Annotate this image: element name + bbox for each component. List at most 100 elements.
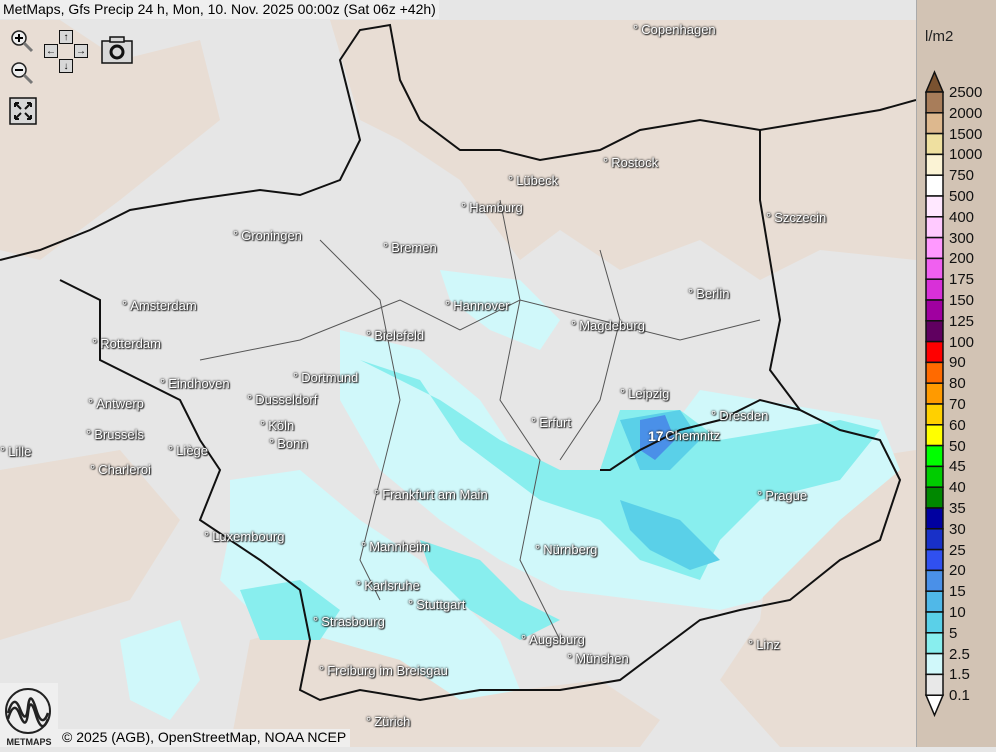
city-label: Leipzig xyxy=(620,386,669,401)
city-label: Antwerp xyxy=(88,396,144,411)
city-label: Freiburg im Breisgau xyxy=(319,663,448,678)
pan-down-button[interactable]: ↓ xyxy=(59,59,73,73)
city-label: Groningen xyxy=(233,228,302,243)
legend-label: 10 xyxy=(949,604,966,621)
legend-swatch xyxy=(925,174,944,197)
city-label: Stuttgart xyxy=(408,597,465,612)
legend-swatch xyxy=(925,507,944,530)
legend-label: 60 xyxy=(949,416,966,434)
city-label: Bielefeld xyxy=(366,328,424,343)
legend-label: 35 xyxy=(949,500,966,517)
city-label: Dusseldorf xyxy=(247,392,317,407)
camera-icon[interactable] xyxy=(101,36,133,64)
legend-swatch xyxy=(925,153,944,176)
legend-label: 150 xyxy=(949,292,975,309)
region-borders xyxy=(199,199,761,641)
legend-swatch xyxy=(925,382,944,405)
legend-swatch xyxy=(925,590,944,613)
legend-unit: l/m2 xyxy=(925,28,954,45)
legend-swatch xyxy=(925,91,944,114)
legend-swatch xyxy=(925,278,944,301)
city-label: Rotterdam xyxy=(92,336,161,351)
legend-swatch xyxy=(925,299,944,322)
legend-label: 500 xyxy=(949,188,975,205)
legend-swatch xyxy=(925,548,944,572)
legend-swatch xyxy=(925,465,944,488)
legend-swatch xyxy=(925,257,944,280)
pan-right-button[interactable]: → xyxy=(74,44,88,58)
legend-label: 750 xyxy=(949,167,975,185)
fullscreen-icon[interactable] xyxy=(9,97,37,125)
city-label: Strasbourg xyxy=(313,614,385,629)
legend-swatch xyxy=(925,320,944,343)
city-label: Bonn xyxy=(269,436,307,451)
city-label: Copenhagen xyxy=(633,22,715,37)
legend-label: 400 xyxy=(949,208,975,226)
city-label: Berlin xyxy=(688,286,729,301)
legend-bottom-arrow xyxy=(924,694,945,718)
precipitation-map[interactable] xyxy=(0,0,916,747)
legend-swatch xyxy=(925,632,944,655)
legend-label: 175 xyxy=(949,271,975,289)
zoom-in-icon[interactable] xyxy=(8,27,36,55)
pan-left-button[interactable]: ← xyxy=(44,44,58,58)
legend-swatch xyxy=(925,236,944,260)
legend-swatch xyxy=(925,673,944,696)
color-bar xyxy=(924,70,945,718)
legend-label: 20 xyxy=(949,562,966,580)
legend-label: 1000 xyxy=(949,146,983,164)
legend-label: 50 xyxy=(949,437,966,455)
legend-swatch xyxy=(925,528,944,551)
city-label: Köln xyxy=(260,418,294,433)
city-label: Charleroi xyxy=(90,462,151,477)
legend-swatch xyxy=(925,195,944,218)
city-label: Augsburg xyxy=(521,632,585,647)
city-label: Erfurt xyxy=(531,415,571,430)
legend-label: 70 xyxy=(949,396,966,413)
legend-swatch xyxy=(925,340,944,364)
legend-swatch xyxy=(925,424,944,447)
legend-swatch xyxy=(925,112,944,135)
coastlines-borders xyxy=(0,23,916,702)
map-title: MetMaps, Gfs Precip 24 h, Mon, 10. Nov. … xyxy=(0,0,439,19)
legend-swatch xyxy=(925,652,944,676)
pan-up-button[interactable]: ↑ xyxy=(59,30,73,44)
city-label: Linz xyxy=(748,637,780,652)
city-label: Szczecin xyxy=(766,210,826,225)
city-label: Frankfurt am Main xyxy=(374,487,487,502)
city-label: Chemnitz xyxy=(657,428,720,443)
legend-swatch xyxy=(925,403,944,426)
legend-top-arrow xyxy=(924,70,945,93)
city-label: Eindhoven xyxy=(160,376,229,391)
city-label: Brussels xyxy=(86,427,144,442)
city-label: Dresden xyxy=(711,408,768,423)
city-label: Karlsruhe xyxy=(356,578,420,593)
attribution: © 2025 (AGB), OpenStreetMap, NOAA NCEP xyxy=(58,729,351,747)
city-label: Prague xyxy=(757,488,807,503)
city-label: Magdeburg xyxy=(571,318,645,333)
legend-label: 30 xyxy=(949,520,966,538)
city-label: Mannheim xyxy=(361,539,430,554)
legend-label: 0.1 xyxy=(949,687,970,705)
svg-text:METMAPS: METMAPS xyxy=(7,737,52,747)
legend-label: 1.5 xyxy=(949,666,970,684)
city-label: Zürich xyxy=(366,714,410,729)
legend-swatch xyxy=(925,361,944,384)
legend-label: 15 xyxy=(949,583,966,601)
legend-label: 40 xyxy=(949,479,966,497)
legend-label: 80 xyxy=(949,375,966,393)
legend-swatch xyxy=(925,611,944,634)
legend-label: 90 xyxy=(949,354,966,372)
legend-label: 125 xyxy=(949,312,975,330)
legend-label: 2500 xyxy=(949,84,983,101)
city-label: Amsterdam xyxy=(122,298,196,313)
legend-label: 2000 xyxy=(949,104,983,122)
legend-label: 5 xyxy=(949,624,958,642)
city-label: Lübeck xyxy=(508,173,558,188)
legend-label: 300 xyxy=(949,229,975,247)
city-label: Dortmund xyxy=(293,370,358,385)
city-label: Hannover xyxy=(445,298,509,313)
legend-label: 45 xyxy=(949,458,966,476)
city-label: Lille xyxy=(0,444,31,459)
zoom-out-icon[interactable] xyxy=(8,59,36,87)
